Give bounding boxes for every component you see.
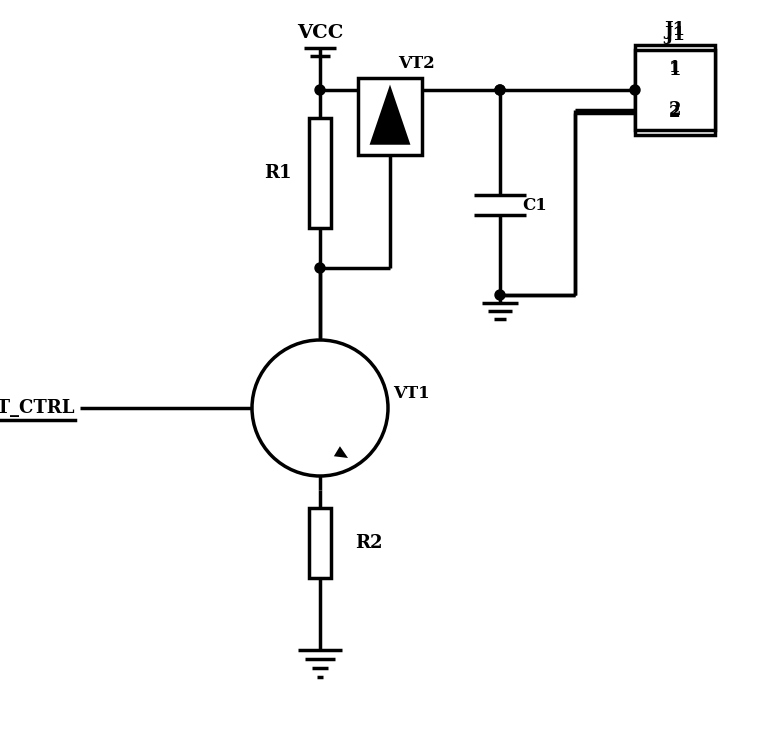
Bar [309,508,331,578]
Text: J1: J1 [664,21,686,39]
Circle shape [315,263,325,273]
Circle shape [495,85,505,95]
Bar [309,118,331,228]
Text: 2: 2 [669,104,680,121]
Circle shape [630,85,640,95]
Circle shape [252,340,388,476]
Circle shape [495,85,505,95]
Text: VT1: VT1 [393,385,429,401]
Text: R2: R2 [355,534,383,552]
Polygon shape [334,446,348,458]
Bar [635,45,715,135]
Bar [635,50,715,130]
Text: 1: 1 [670,59,680,76]
Text: 1: 1 [669,61,681,79]
Bar [358,78,422,155]
Text: C1: C1 [522,196,546,214]
Circle shape [495,290,505,300]
Circle shape [315,85,325,95]
Text: VCC: VCC [297,24,343,42]
Text: J1: J1 [664,26,686,44]
Text: 2: 2 [669,101,681,119]
Text: VT2: VT2 [398,55,435,71]
Text: R1: R1 [264,164,291,182]
Text: HEAT_CTRL: HEAT_CTRL [0,399,75,417]
Polygon shape [372,90,408,143]
